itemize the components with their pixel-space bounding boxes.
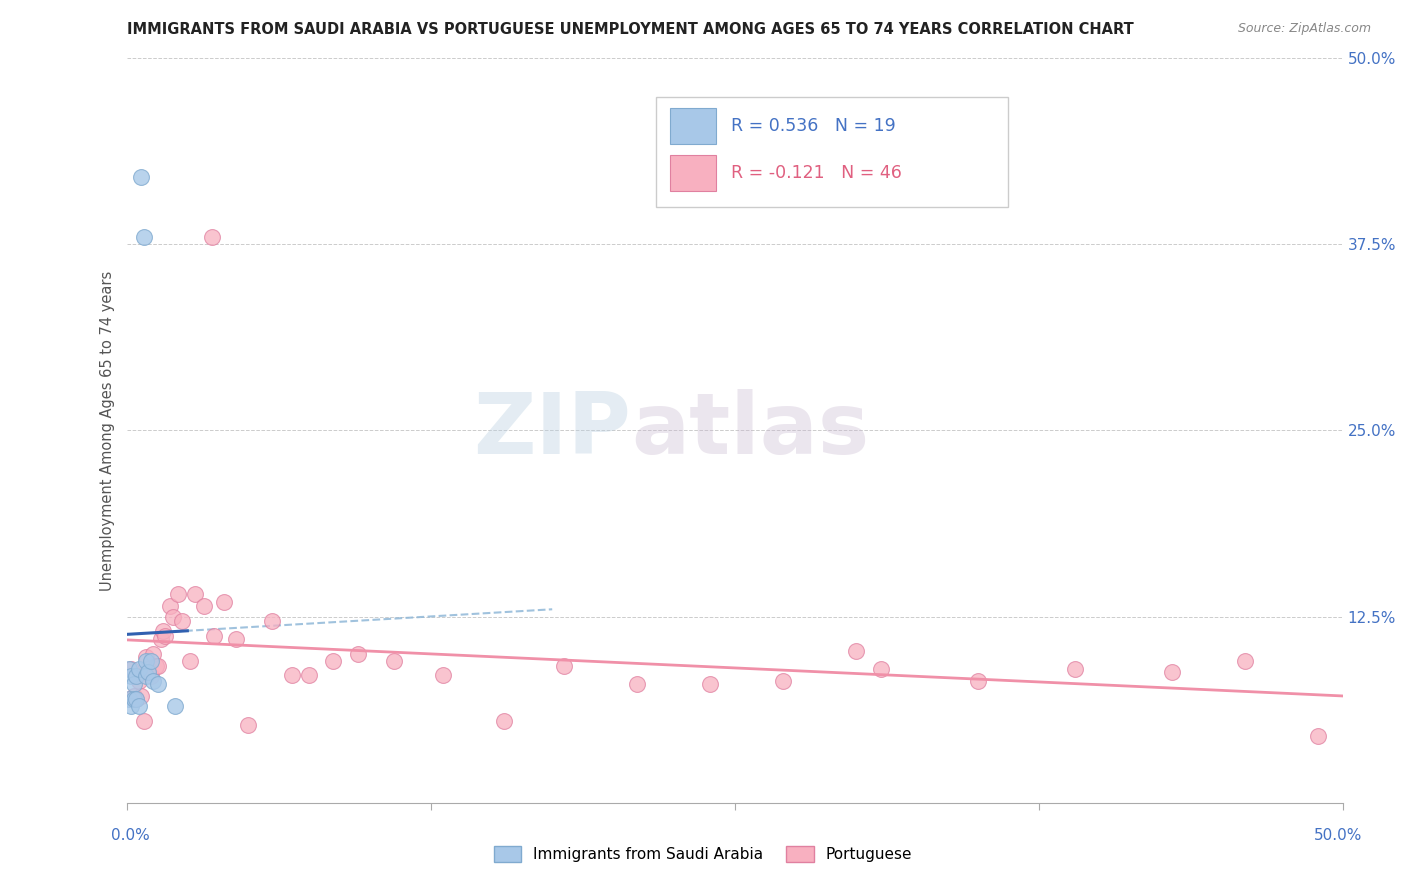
Point [118,662,141,676]
Text: atlas: atlas [631,389,869,472]
Point [135,654,157,668]
Text: 0.0%: 0.0% [111,829,150,843]
Point [225,632,247,646]
Point [212,595,235,609]
Point [1308,729,1330,743]
Point [193,599,215,614]
Point [869,662,891,676]
Point [298,667,321,681]
Point [135,669,157,683]
Text: R = 0.536   N = 19: R = 0.536 N = 19 [731,117,896,135]
Point [1234,654,1257,668]
Point [845,644,868,658]
Point [128,662,150,676]
Point [125,691,148,706]
Point [135,649,157,664]
Point [145,658,167,673]
Point [159,599,181,614]
Text: 50.0%: 50.0% [1315,829,1362,843]
Point [118,691,141,706]
Point [132,714,155,728]
Point [172,614,194,628]
Point [128,698,150,713]
Point [382,654,405,668]
Point [128,673,150,688]
Point [120,698,142,713]
FancyBboxPatch shape [671,108,717,144]
Point [1161,665,1184,679]
Point [1064,662,1087,676]
Text: ZIP: ZIP [474,389,631,472]
Point [122,691,145,706]
FancyBboxPatch shape [671,155,717,191]
Point [262,614,284,628]
Point [120,669,142,683]
Point [138,665,160,679]
Point [125,669,148,683]
FancyBboxPatch shape [655,96,1008,207]
Y-axis label: Unemployment Among Ages 65 to 74 years: Unemployment Among Ages 65 to 74 years [100,270,115,591]
Point [120,662,142,676]
Point [149,632,172,646]
Point [772,673,794,688]
Point [322,654,344,668]
Point [202,629,225,643]
Point [142,647,165,661]
Point [183,587,205,601]
Point [236,718,259,732]
Point [165,698,187,713]
Text: R = -0.121   N = 46: R = -0.121 N = 46 [731,164,901,182]
Point [132,229,155,244]
Point [138,662,160,676]
Point [492,714,515,728]
Point [179,654,201,668]
Point [146,676,169,690]
Legend: Immigrants from Saudi Arabia, Portuguese: Immigrants from Saudi Arabia, Portuguese [488,839,918,868]
Point [626,676,648,690]
Point [281,667,304,681]
Point [155,629,177,643]
Point [122,689,145,703]
Point [553,658,575,673]
Point [967,673,990,688]
Point [346,647,368,661]
Point [129,170,152,185]
Point [201,229,224,244]
Point [162,609,184,624]
Text: IMMIGRANTS FROM SAUDI ARABIA VS PORTUGUESE UNEMPLOYMENT AMONG AGES 65 TO 74 YEAR: IMMIGRANTS FROM SAUDI ARABIA VS PORTUGUE… [127,22,1133,37]
Text: Source: ZipAtlas.com: Source: ZipAtlas.com [1237,22,1371,36]
Point [699,676,721,690]
Point [129,689,152,703]
Point [166,587,188,601]
Point [152,624,174,639]
Point [432,667,454,681]
Point [125,691,148,706]
Point [122,676,145,690]
Point [139,654,162,668]
Point [142,673,165,688]
Point [139,669,162,683]
Point [146,658,169,673]
